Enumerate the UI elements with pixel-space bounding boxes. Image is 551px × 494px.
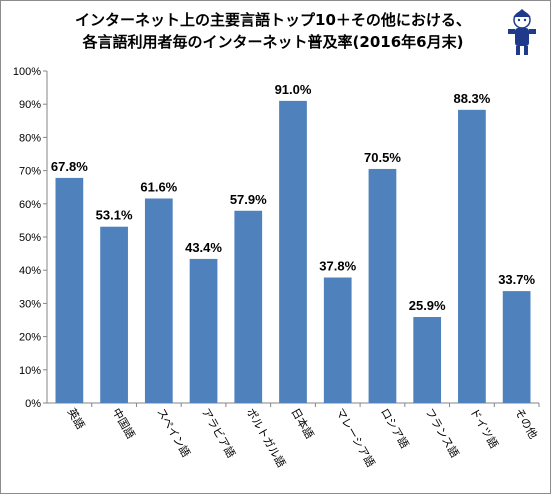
bar [100,226,128,403]
bar [55,177,84,403]
category-label: 日本語 [288,406,317,442]
bar [323,277,352,403]
data-label: 61.6% [140,179,177,194]
bar [413,317,442,403]
bars [55,100,531,404]
y-tick-label: 10% [19,365,41,377]
category-label: マレーシア語 [333,406,378,470]
category-label: フランス語 [423,406,463,460]
bar [502,291,531,403]
category-label: ドイツ語 [467,406,501,451]
bar [279,100,307,403]
category-label: その他 [512,406,540,441]
y-tick-label: 70% [19,166,41,178]
data-label: 33.7% [498,272,535,287]
data-label: 57.9% [230,192,267,207]
data-labels: 67.8% 53.1% 61.6% 43.4% 57.9% 91.0% 37.8% 70.5%… [51,82,536,313]
data-label: 67.8% [51,159,88,174]
bar [144,198,173,403]
data-label: 53.1% [96,208,133,223]
mascot-character-icon [508,9,536,55]
category-label: 中国語 [109,406,138,442]
category-label: アラビア語 [199,406,239,461]
category-labels: 英語 中国語 スペイン語 アラビア語 ポルトガル語 日本語 マレーシア語 ロシア語 フランス語ド… [65,406,540,470]
category-label: 英語 [65,406,88,432]
y-tick-label: 80% [19,132,41,144]
data-label: 70.5% [364,150,401,165]
chart-title-line-2: 各言語利用者毎のインターネット普及率(2016年6月末) [82,33,464,51]
y-tick-label: 60% [19,199,41,211]
y-tick-label: 0% [25,398,41,410]
data-label: 91.0% [275,82,312,97]
category-label: スペイン語 [154,406,193,460]
y-tick-label: 20% [19,332,41,344]
data-label: 88.3% [453,91,490,106]
y-tick-label: 50% [19,232,41,244]
category-label: ロシア語 [378,406,412,451]
chart-title-line-1: インターネット上の主要言語トップ10＋その他における、 [75,11,471,29]
category-label: ポルトガル語 [244,406,289,470]
chart-title: インターネット上の主要言語トップ10＋その他における、 各言語利用者毎のインター… [53,9,493,53]
data-label: 37.8% [319,259,356,274]
bar [189,258,218,403]
data-label: 25.9% [409,298,446,313]
bar [458,109,486,404]
bar [368,168,397,403]
axes: 0% 10% 20% 30% 40% 50% 60% 70% 80% 90% 100% [13,66,540,410]
y-tick-label: 30% [19,298,41,310]
bar [234,210,263,403]
y-tick-label: 100% [13,66,41,78]
y-tick-label: 90% [19,99,41,111]
data-label: 43.4% [185,240,222,255]
y-tick-label: 40% [19,265,41,277]
